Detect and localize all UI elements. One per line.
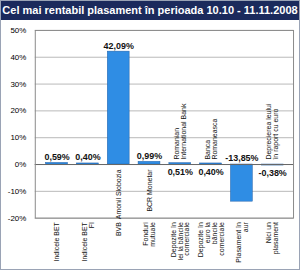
svg-text:Depozite înlei la băncilecomer: Depozite înlei la băncilecomerciale bbox=[170, 222, 191, 260]
svg-text:BCR Monetar: BCR Monetar bbox=[146, 169, 153, 212]
svg-text:40%: 40% bbox=[10, 53, 26, 62]
svg-text:10%: 10% bbox=[10, 133, 26, 142]
svg-text:-0,38%: -0,38% bbox=[259, 168, 287, 178]
svg-text:30%: 30% bbox=[10, 80, 26, 89]
svg-text:0,59%: 0,59% bbox=[44, 152, 69, 162]
svg-text:0,40%: 0,40% bbox=[198, 167, 223, 177]
svg-text:Indicele BETFI: Indicele BETFI bbox=[81, 221, 95, 261]
svg-text:0,99%: 0,99% bbox=[137, 151, 162, 161]
svg-text:20%: 20% bbox=[10, 106, 26, 115]
svg-text:Depozite îneuro labăncilecomer: Depozite îneuro labăncilecomerciale bbox=[197, 222, 225, 257]
svg-text:Nici unplasament: Nici unplasament bbox=[265, 222, 280, 254]
svg-text:42,09%: 42,09% bbox=[104, 41, 134, 51]
svg-text:Plasament înaur: Plasament înaur bbox=[235, 221, 249, 262]
svg-text:0,51%: 0,51% bbox=[168, 167, 193, 177]
html-text:Cel mai rentabil plasament în: Cel mai rentabil plasament în perioada 1… bbox=[2, 4, 298, 16]
svg-text:-20%: -20% bbox=[8, 214, 27, 223]
svg-text:Indicele BET: Indicele BET bbox=[53, 221, 60, 261]
svg-text:0%: 0% bbox=[15, 160, 26, 169]
svg-text:BVB: BVB bbox=[115, 222, 122, 236]
svg-text:Fondurimutuale: Fondurimutuale bbox=[142, 222, 156, 247]
svg-text:-10%: -10% bbox=[8, 187, 27, 196]
svg-text:Amonil Slobozia: Amonil Slobozia bbox=[115, 169, 122, 219]
svg-text:BancaRomaneasca: BancaRomaneasca bbox=[204, 119, 218, 160]
svg-text:-13,85%: -13,85% bbox=[225, 153, 258, 163]
svg-text:0,40%: 0,40% bbox=[75, 152, 100, 162]
svg-text:RomanianInternational Bank: RomanianInternational Bank bbox=[173, 103, 187, 159]
svg-text:Deprecierea leuluiîn raport cu: Deprecierea leuluiîn raport cu euro bbox=[265, 103, 280, 160]
svg-text:50%: 50% bbox=[10, 26, 26, 35]
